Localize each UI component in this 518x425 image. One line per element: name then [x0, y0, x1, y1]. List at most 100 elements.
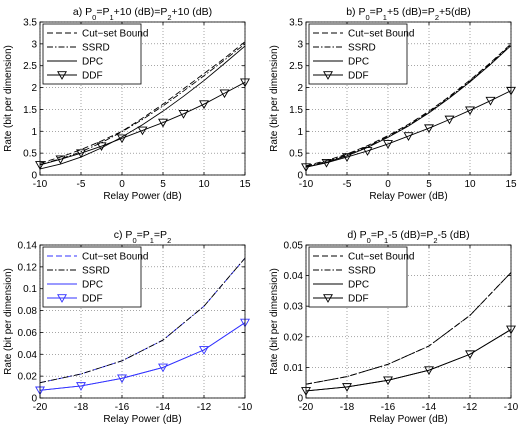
- title-part: +5 (dB)=P: [387, 6, 435, 18]
- title-part: =P: [371, 229, 384, 241]
- chart-title: b) P0=P1+5 (dB)=P2+5(dB): [346, 6, 471, 22]
- chart-panel-2: -20 -18 -16 -14 -12 -10 0 0.02 0.04 0.06 0.08 0.1 0.…: [3, 229, 253, 425]
- y-tick-label: 0.04: [284, 271, 304, 282]
- series-line-3: [39, 322, 246, 391]
- series-line-2: [305, 45, 512, 168]
- legend-label-1: SSRD: [348, 266, 376, 277]
- x-tick-label: -16: [115, 402, 130, 413]
- data-point: [178, 109, 189, 119]
- x-tick-label: 10: [198, 179, 210, 190]
- legend-label-3: DDF: [82, 294, 103, 305]
- y-tick-label: 0.04: [18, 350, 38, 361]
- data-point: [342, 153, 352, 162]
- legend-label-3: DDF: [348, 294, 369, 305]
- y-tick-label: 0: [31, 171, 37, 182]
- legend-label-0: Cut−set Bound: [348, 252, 414, 263]
- data-point: [424, 366, 434, 376]
- y-tick-label: 0.12: [18, 262, 38, 273]
- data-point: [199, 100, 209, 110]
- x-tick-label: 10: [464, 179, 476, 190]
- legend-label-2: DPC: [348, 280, 369, 291]
- legend-label-3: DDF: [348, 71, 369, 82]
- title-part: =P: [137, 229, 150, 241]
- x-tick-label: -12: [463, 402, 478, 413]
- title-subscript: 1: [384, 236, 388, 245]
- y-axis-label: Rate (bit per dimension): [269, 45, 280, 152]
- x-tick-label: -16: [381, 402, 396, 413]
- legend-label-1: SSRD: [82, 43, 110, 54]
- legend: Cut−set Bound SSRD DPC DDF: [308, 23, 414, 85]
- data-point: [76, 149, 86, 159]
- title-subscript: 0: [365, 13, 369, 22]
- title-subscript: 1: [150, 236, 154, 245]
- series-line-0: [39, 257, 246, 384]
- legend-label-2: DPC: [82, 280, 103, 291]
- x-tick-label: -18: [74, 402, 89, 413]
- title-part: +10 (dB)=P: [114, 6, 168, 18]
- data-point: [137, 126, 148, 136]
- y-axis-label: Rate (bit per dimension): [3, 45, 14, 152]
- x-axis-label: Relay Power (dB): [369, 414, 447, 425]
- x-tick-label: -20: [299, 402, 314, 413]
- legend-label-0: Cut−set Bound: [82, 29, 148, 40]
- chart-title: d) P0=P1-5 (dB)=P2-5 (dB): [347, 229, 469, 245]
- data-point: [219, 89, 230, 99]
- y-tick-label: 0.02: [18, 372, 38, 383]
- axes-box: [305, 244, 512, 399]
- data-point: [76, 382, 86, 391]
- y-tick-label: 2: [31, 83, 37, 94]
- series-line-0: [305, 43, 512, 167]
- chart-title: c) P0=P1=P2: [114, 229, 171, 245]
- title-part: c) P: [114, 229, 133, 241]
- title-subscript: 2: [167, 236, 171, 245]
- x-tick-label: -5: [343, 179, 352, 190]
- legend-marker: [57, 71, 67, 80]
- series-line-0: [39, 41, 246, 164]
- series-line-3: [305, 329, 512, 392]
- legend-marker: [323, 71, 333, 80]
- data-point: [383, 140, 393, 149]
- series-line-2: [39, 45, 246, 170]
- legend-label-1: SSRD: [82, 266, 110, 277]
- legend-label-0: Cut−set Bound: [348, 29, 414, 40]
- title-part: =P: [96, 6, 109, 18]
- legend: Cut−set Bound SSRD DPC DDF: [42, 246, 148, 308]
- series-line-2: [305, 329, 512, 392]
- data-point: [342, 383, 352, 392]
- y-tick-label: 0.1: [23, 284, 37, 295]
- y-tick-label: 2.5: [289, 61, 303, 72]
- y-tick-label: 1.5: [289, 105, 303, 116]
- data-point: [199, 346, 209, 355]
- x-tick-label: 15: [505, 179, 517, 190]
- x-axis-label: Relay Power (dB): [103, 414, 181, 425]
- y-tick-label: 1.5: [23, 105, 37, 116]
- data-point: [403, 132, 414, 141]
- axes-box: [305, 21, 512, 176]
- x-tick-label: -10: [33, 179, 48, 190]
- x-tick-label: 5: [426, 179, 432, 190]
- y-tick-label: 0: [31, 394, 37, 405]
- x-tick-label: 0: [119, 179, 125, 190]
- y-tick-label: 0: [297, 171, 303, 182]
- title-part: =P: [370, 6, 383, 18]
- legend-label-3: DDF: [82, 71, 103, 82]
- y-tick-label: 0.03: [284, 302, 304, 313]
- title-subscript: 0: [132, 236, 136, 245]
- data-point: [55, 155, 66, 165]
- data-point: [362, 147, 373, 156]
- legend: Cut−set Bound SSRD DPC DDF: [308, 246, 414, 308]
- axes-box: [39, 21, 246, 176]
- title-subscript: 2: [167, 13, 171, 22]
- title-part: b) P: [346, 6, 365, 18]
- legend-label-0: Cut−set Bound: [82, 252, 148, 263]
- title-part: +10 (dB): [172, 6, 213, 18]
- data-point: [117, 374, 127, 384]
- x-tick-label: -5: [77, 179, 86, 190]
- x-tick-label: -10: [299, 179, 314, 190]
- chart-title: a) P0=P1+10 (dB)=P2+10 (dB): [73, 6, 212, 22]
- y-tick-label: 0.08: [18, 306, 38, 317]
- legend-label-2: DPC: [348, 57, 369, 68]
- legend: Cut−set Bound SSRD DPC DDF: [42, 23, 148, 85]
